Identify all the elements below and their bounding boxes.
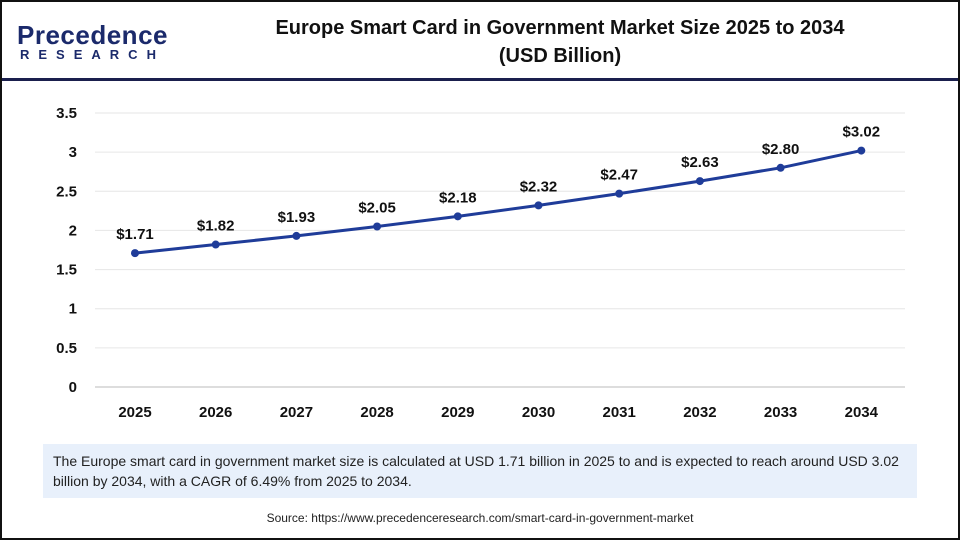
y-tick-label: 1.5 — [56, 262, 77, 279]
data-point — [695, 177, 704, 186]
data-point — [131, 249, 139, 258]
x-tick-label: 2034 — [845, 404, 879, 421]
precedence-research-logo: Precedence RESEARCH — [17, 20, 168, 62]
title-line2: (USD Billion) — [498, 45, 622, 67]
data-label: $2.47 — [600, 167, 638, 184]
x-tick-label: 2031 — [603, 404, 636, 421]
data-label: $1.93 — [278, 209, 316, 226]
y-tick-label: 3.5 — [56, 105, 77, 122]
y-tick-label: 1 — [69, 301, 77, 318]
title-line1: Europe Smart Card in Government Market S… — [275, 17, 845, 39]
data-point — [615, 189, 624, 198]
logo-line1: Precedence — [17, 20, 168, 50]
x-tick-label: 2028 — [360, 404, 393, 421]
data-label: $2.63 — [681, 154, 719, 171]
y-tick-label: 3 — [69, 144, 77, 161]
header: Precedence RESEARCH Europe Smart Card in… — [0, 0, 960, 81]
series-line — [134, 149, 862, 255]
logo-line2: RESEARCH — [20, 47, 165, 62]
data-point — [453, 212, 462, 221]
y-tick-label: 0 — [69, 379, 77, 396]
data-label: $2.05 — [358, 200, 396, 217]
data-point — [857, 146, 866, 155]
chart-title: Europe Smart Card in Government Market S… — [220, 14, 900, 70]
x-tick-label: 2027 — [280, 404, 313, 421]
data-label: $3.02 — [843, 124, 881, 141]
data-point — [776, 163, 785, 172]
y-tick-label: 0.5 — [56, 340, 77, 357]
y-tick-label: 2.5 — [56, 183, 77, 200]
x-tick-label: 2032 — [683, 404, 716, 421]
x-tick-label: 2026 — [199, 404, 232, 421]
x-tick-label: 2033 — [764, 404, 797, 421]
data-label: $1.82 — [197, 218, 235, 235]
x-tick-label: 2025 — [118, 404, 151, 421]
data-point — [373, 222, 382, 231]
data-point — [292, 231, 301, 240]
data-point — [534, 201, 543, 210]
data-label: $2.18 — [439, 189, 477, 206]
y-tick-label: 2 — [69, 222, 77, 239]
data-label: $2.32 — [520, 178, 558, 195]
summary-text: The Europe smart card in government mark… — [53, 453, 899, 489]
data-label: $1.71 — [116, 226, 154, 243]
x-tick-label: 2030 — [522, 404, 555, 421]
data-point — [211, 240, 220, 249]
summary-box: The Europe smart card in government mark… — [43, 444, 917, 498]
data-label: $2.80 — [762, 141, 800, 158]
source-text: Source: https://www.precedenceresearch.c… — [266, 511, 694, 525]
x-tick-label: 2029 — [441, 404, 474, 421]
